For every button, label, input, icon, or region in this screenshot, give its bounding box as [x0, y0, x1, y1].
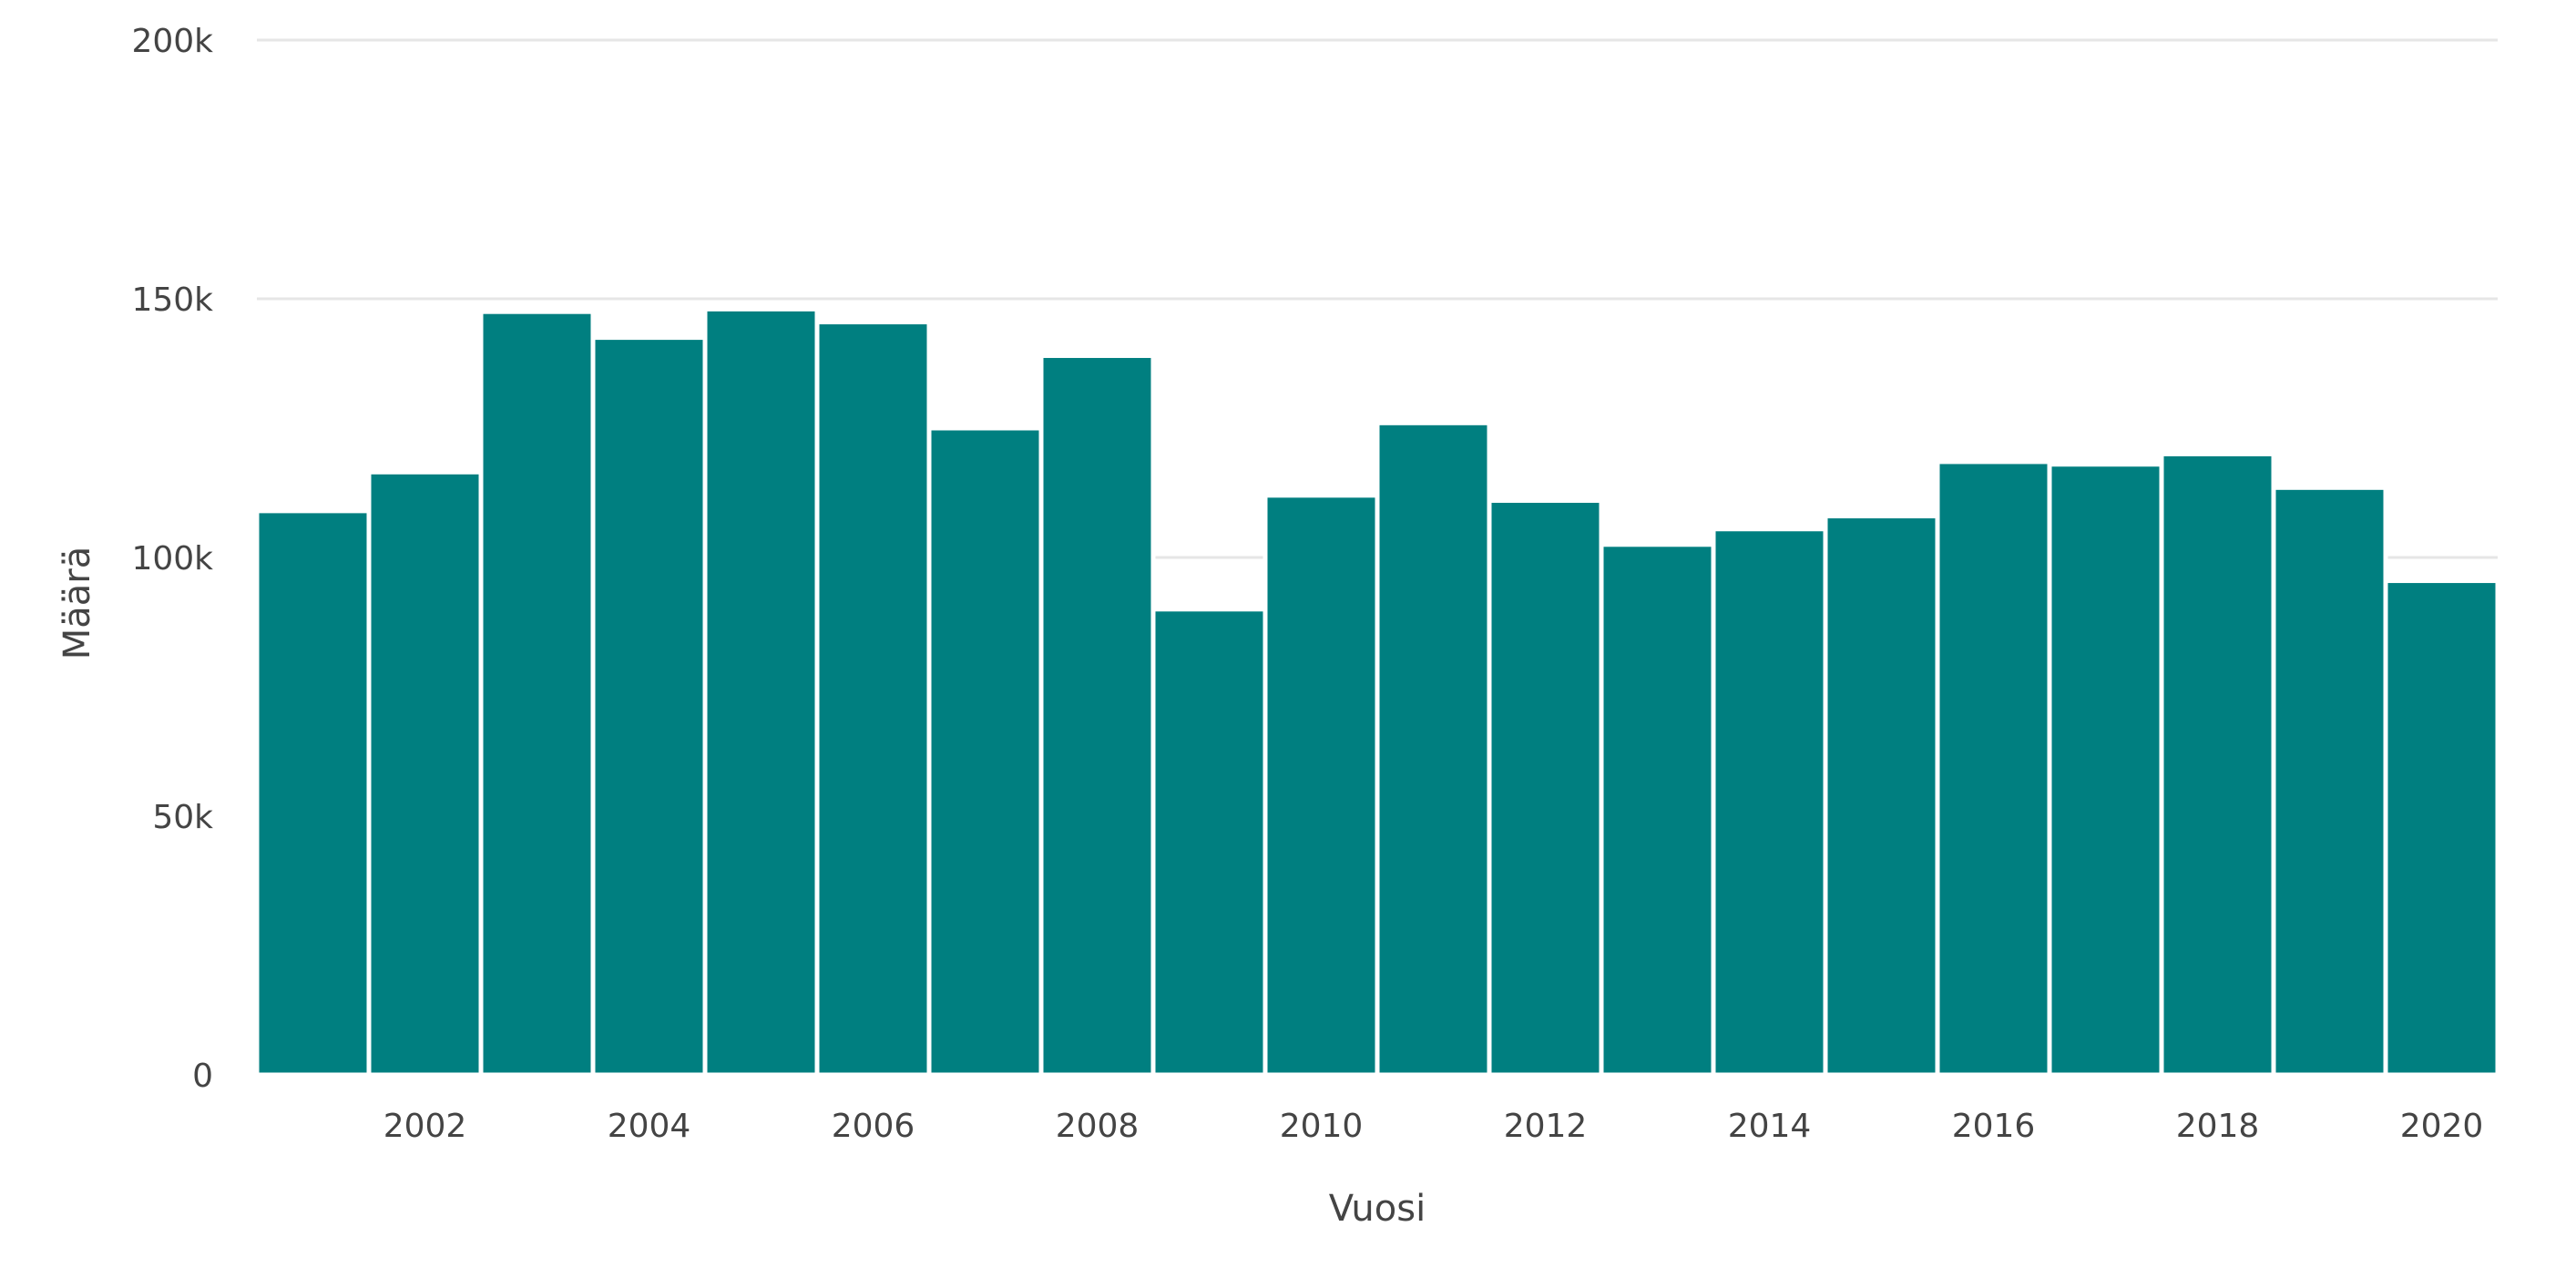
y-tick-label: 200k [131, 23, 213, 60]
x-tick-label: 2004 [608, 1108, 691, 1145]
y-tick-label: 50k [152, 799, 213, 836]
bar-2009 [1150, 607, 1268, 1078]
x-tick-label: 2018 [2176, 1108, 2260, 1145]
x-tick-label: 2020 [2400, 1108, 2484, 1145]
x-axis-title: Vuosi [1329, 1188, 1426, 1230]
bar-2003 [478, 309, 596, 1078]
bar-2001 [254, 508, 372, 1078]
y-tick-label: 100k [131, 540, 213, 578]
bar-2006 [814, 320, 932, 1078]
bar-2005 [702, 306, 820, 1078]
y-tick-label: 0 [192, 1058, 213, 1095]
bar-2013 [1599, 542, 1716, 1078]
bars-layer [254, 306, 2500, 1078]
x-tick-label: 2002 [383, 1108, 467, 1145]
y-axis-ticks: 0 50k 100k 150k 200k [131, 23, 213, 1095]
bar-2008 [1038, 353, 1156, 1078]
bar-2014 [1711, 526, 1828, 1078]
x-tick-label: 2016 [1952, 1108, 2036, 1145]
bar-2018 [2159, 451, 2276, 1078]
x-axis-ticks: 2002 2004 2006 2008 2010 2012 2014 2016 2018 2020 [383, 1108, 2484, 1145]
bar-2011 [1375, 420, 1492, 1078]
bar-2002 [366, 469, 484, 1078]
x-tick-label: 2014 [1728, 1108, 1812, 1145]
bar-2015 [1823, 514, 1940, 1078]
bar-2004 [590, 335, 708, 1078]
y-tick-label: 150k [131, 281, 213, 319]
bar-2007 [926, 425, 1044, 1078]
x-tick-label: 2008 [1056, 1108, 1140, 1145]
x-tick-label: 2006 [832, 1108, 915, 1145]
bar-2010 [1262, 493, 1380, 1078]
bar-2016 [1935, 459, 2052, 1078]
y-axis-title: Määrä [56, 547, 98, 660]
bar-2019 [2271, 485, 2388, 1078]
x-tick-label: 2012 [1504, 1108, 1588, 1145]
bar-2017 [2047, 462, 2164, 1078]
x-tick-label: 2010 [1280, 1108, 1364, 1145]
bar-2012 [1487, 498, 1604, 1078]
bar-2020 [2383, 578, 2500, 1078]
